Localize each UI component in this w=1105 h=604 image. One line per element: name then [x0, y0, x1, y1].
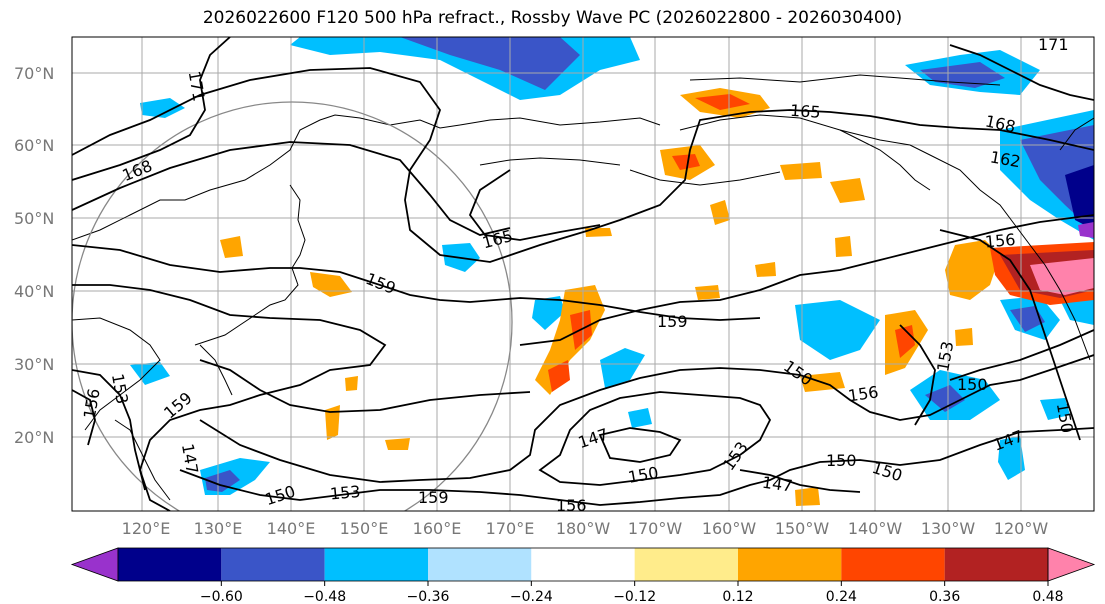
colorbar-frame — [117, 547, 1049, 582]
lon-label: 160°E — [413, 519, 462, 538]
lat-label: 60°N — [14, 136, 54, 155]
map-panel: 171 168 165 165 168 162 156 159 159 153 … — [72, 35, 1094, 515]
colorbar-segment — [944, 548, 1048, 581]
shading-blue — [130, 37, 1094, 495]
contour-label: 156 — [984, 230, 1016, 252]
lon-label: 140°E — [267, 519, 316, 538]
contour-label: 153 — [329, 482, 361, 504]
lon-label: 150°E — [340, 519, 389, 538]
colorbar-tick-label: −0.60 — [200, 589, 243, 604]
lat-label: 50°N — [14, 209, 54, 228]
colorbar-segment — [738, 548, 842, 581]
contour-label: 159 — [418, 488, 449, 507]
contour-label: 150 — [957, 375, 988, 394]
lon-label: 120°E — [122, 519, 171, 538]
lat-label: 70°N — [14, 64, 54, 83]
longitude-labels: 120°E 130°E 140°E 150°E 160°E 170°E 180°… — [122, 519, 1049, 538]
lon-label: 150°W — [775, 519, 830, 538]
lat-label: 30°N — [14, 355, 54, 374]
contours — [72, 37, 1094, 511]
great-circle — [72, 101, 513, 511]
colorbar-segment — [428, 548, 532, 581]
colorbar-tick-label: 0.48 — [1032, 589, 1063, 604]
colorbar-extend-low — [70, 547, 119, 582]
contour-label: 147 — [761, 473, 794, 496]
colorbar-segment — [118, 548, 222, 581]
lon-label: 170°W — [628, 519, 683, 538]
latitude-labels: 70°N 60°N 50°N 40°N 30°N 20°N — [14, 64, 54, 447]
colorbar-tick-label: −0.12 — [613, 589, 656, 604]
colorbar-extend-high — [1047, 547, 1096, 582]
coastlines — [72, 74, 1094, 501]
lon-label: 120°W — [994, 519, 1049, 538]
contour-label: 156 — [556, 496, 587, 515]
colorbar-tick-label: 0.24 — [826, 589, 857, 604]
lon-label: 130°W — [921, 519, 976, 538]
colorbar-tick-label: −0.24 — [510, 589, 553, 604]
contour-label: 156 — [847, 382, 880, 405]
colorbar-segment — [531, 548, 635, 581]
colorbar-segment — [324, 548, 428, 581]
contour-label: 150 — [826, 451, 857, 470]
lon-label: 170°E — [486, 519, 535, 538]
colorbar-tick-label: 0.36 — [929, 589, 960, 604]
lon-label: 160°W — [702, 519, 757, 538]
colorbar: −0.60 −0.48 −0.36 −0.24 −0.12 0.12 0.24 0.36 0.4… — [70, 547, 1096, 604]
colorbar-segment — [841, 548, 945, 581]
contour-label: 165 — [789, 101, 821, 122]
contour-label: 171 — [1038, 35, 1069, 54]
contour-label: 159 — [657, 312, 688, 331]
lon-label: 140°W — [848, 519, 903, 538]
lon-label: 180°W — [556, 519, 611, 538]
lat-label: 20°N — [14, 428, 54, 447]
shading-orange — [220, 88, 1094, 506]
colorbar-tick-label: −0.36 — [407, 589, 450, 604]
lat-label: 40°N — [14, 282, 54, 301]
map-title: 2026022600 F120 500 hPa refract., Rossby… — [202, 8, 903, 28]
colorbar-tick-label: 0.12 — [722, 589, 753, 604]
colorbar-segment — [634, 548, 738, 581]
colorbar-segment — [221, 548, 325, 581]
colorbar-tick-label: −0.48 — [303, 589, 346, 604]
lon-label: 130°E — [194, 519, 243, 538]
map-frame — [71, 36, 1095, 512]
